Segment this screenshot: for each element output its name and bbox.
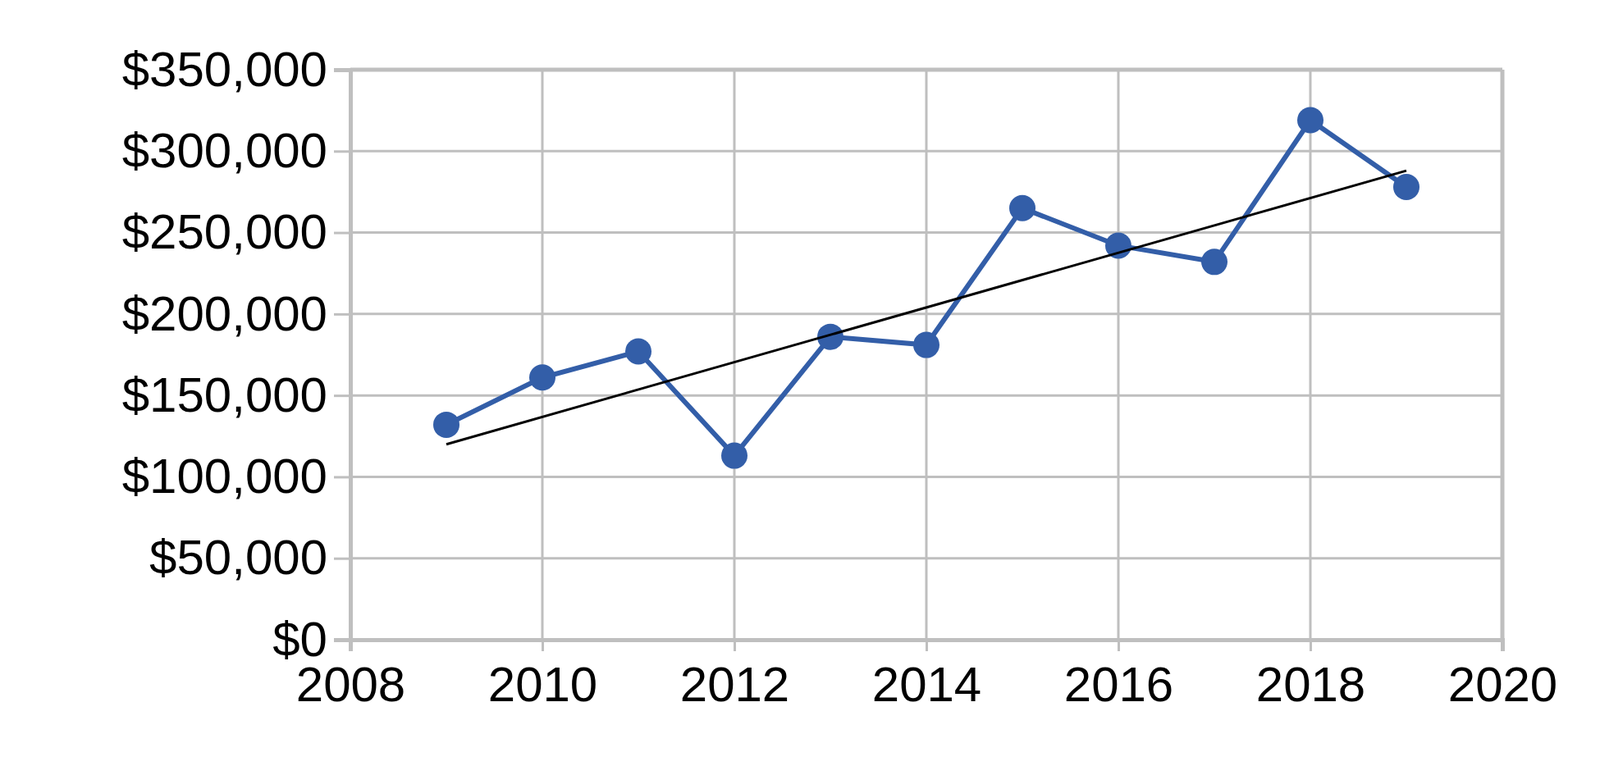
tick-mark [1117, 640, 1120, 652]
y-grid-line [350, 557, 1503, 560]
x-grid-line [1309, 69, 1312, 640]
axis-line [351, 640, 1504, 653]
x-grid-line [733, 69, 736, 640]
tick: 2012 [680, 640, 790, 713]
tick-mark [333, 68, 351, 72]
marker [625, 338, 652, 366]
tick-label: $350,000 [122, 41, 328, 97]
tick-mark [1501, 640, 1504, 652]
tick: $50,000 [149, 530, 351, 586]
marker [721, 443, 748, 470]
tick: $150,000 [122, 367, 351, 423]
marker [1201, 248, 1228, 275]
x-grid-line [541, 69, 544, 640]
y-grid-line [350, 68, 1503, 72]
marker [529, 364, 556, 391]
tick-label: 2016 [1064, 657, 1174, 713]
tick: $0 [272, 612, 351, 668]
tick-label: $300,000 [122, 123, 328, 179]
marker [913, 332, 940, 359]
y-grid-line [350, 312, 1503, 316]
y-axis: $0 $50,000 $100,000 $150,000 $200,000 $250,00… [122, 41, 352, 668]
x-grid-line [1117, 69, 1120, 640]
tick-label: 2012 [680, 657, 790, 713]
tick-mark [333, 475, 351, 479]
y-grid-line [350, 231, 1503, 234]
x-grid-line [1501, 69, 1504, 640]
tick-label: $50,000 [149, 530, 328, 586]
tick-mark [541, 640, 544, 652]
tick-label: $150,000 [122, 367, 328, 423]
tick: $200,000 [122, 286, 351, 342]
tick-mark [333, 639, 351, 642]
tick: 2020 [1448, 640, 1558, 713]
tick-label: $100,000 [122, 448, 328, 504]
tick-label: 2020 [1448, 657, 1558, 713]
tick-label: $200,000 [122, 286, 328, 342]
frame [350, 68, 1503, 73]
tick-mark [333, 557, 351, 561]
tick-mark [333, 232, 351, 235]
y-grid-line [350, 150, 1503, 153]
tick: $250,000 [122, 204, 351, 260]
tick: $300,000 [122, 123, 351, 179]
tick: 2018 [1256, 640, 1366, 713]
tick-label: 2014 [872, 657, 982, 713]
tick-label: 2010 [488, 657, 598, 713]
tick: $350,000 [122, 41, 351, 97]
chart: 2008201020122014201620182020$0$50,000$10… [0, 0, 1600, 766]
marker [1009, 195, 1036, 222]
tick-label: $250,000 [122, 204, 328, 260]
tick-mark [1309, 640, 1312, 652]
marker [433, 411, 460, 439]
marker [1393, 173, 1420, 201]
data [433, 107, 1420, 470]
frame [1500, 69, 1505, 640]
tick-mark [925, 640, 928, 652]
tick-mark [333, 394, 351, 398]
x-axis: 2008201020122014201620182020 [296, 640, 1558, 713]
tick-mark [333, 150, 351, 153]
tick: 2014 [872, 640, 982, 713]
y-grid-line [350, 394, 1503, 398]
tick: 2010 [488, 640, 598, 713]
tick-mark [733, 640, 736, 652]
tick-mark [333, 313, 351, 316]
tick: 2016 [1064, 640, 1174, 713]
data-line [446, 120, 1407, 457]
tick-label: $0 [272, 612, 328, 668]
y-grid-line [350, 475, 1503, 479]
grid [350, 69, 1503, 640]
tick: $100,000 [122, 448, 351, 504]
plot: 2008201020122014201620182020$0$50,000$10… [122, 41, 1559, 713]
axis-line [333, 70, 352, 641]
marker [1297, 107, 1324, 134]
tick-label: 2018 [1256, 657, 1366, 713]
trend-line [446, 170, 1407, 445]
